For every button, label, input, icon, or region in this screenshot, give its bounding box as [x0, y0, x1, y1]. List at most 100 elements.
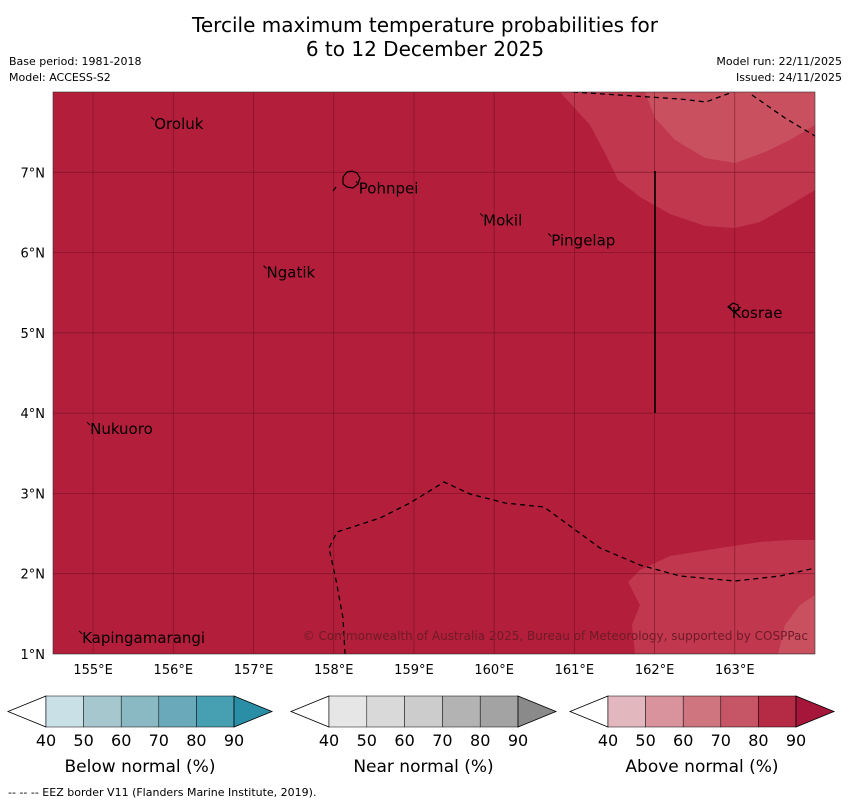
title-line-2: 6 to 12 December 2025: [305, 37, 545, 61]
colorbar-tick-label: 70: [711, 731, 731, 750]
place-label-mokil: Mokil: [483, 211, 522, 229]
x-tick-label: 159°E: [394, 663, 434, 678]
colorbar-tick-label: 80: [748, 731, 768, 750]
kosrae-island: [727, 302, 740, 312]
title-line-1: Tercile maximum temperature probabilitie…: [192, 13, 658, 37]
place-label-oroluk: Oroluk: [154, 115, 203, 133]
place-label-ngatik: Ngatik: [267, 264, 316, 282]
y-tick-label: 3°N: [21, 487, 46, 502]
pohnpei-islet: [332, 186, 337, 192]
y-tick-label: 4°N: [21, 407, 46, 422]
colorbar-tick-label: 50: [357, 731, 377, 750]
colorbar-tick-label: 60: [394, 731, 414, 750]
base-period: Base period: 1981-2018: [9, 55, 142, 68]
colorbar-title: Below normal (%): [65, 757, 216, 777]
colorbar-max-extension: [517, 695, 558, 728]
colorbar-segment: [442, 695, 481, 728]
copyright-text: © Commonwealth of Australia 2025, Bureau…: [303, 629, 808, 643]
colorbar-tick-label: 40: [319, 731, 339, 750]
region-above-80-south-east: [628, 540, 815, 654]
colorbar-tick-label: 60: [673, 731, 693, 750]
eez-borders: [328, 92, 815, 654]
place-marker: [263, 265, 267, 269]
colorbar-segment: [607, 695, 646, 728]
place-label-kosrae: Kosrae: [732, 304, 783, 322]
x-tick-label: 163°E: [715, 663, 755, 678]
eez-border-north-east: [751, 94, 815, 137]
place-label-nukuoro: Nukuoro: [90, 420, 153, 438]
place-marker: [86, 421, 91, 426]
place-marker: [78, 630, 83, 635]
eez-border-north: [572, 92, 735, 103]
eez-border-south: [328, 481, 815, 654]
region-above-70-south-east: [778, 595, 815, 654]
colorbar-tick-label: 50: [73, 731, 93, 750]
colorbar-segment: [45, 695, 84, 728]
meta-left: Base period: 1981-2018 Model: ACCESS-S2: [9, 54, 141, 86]
colorbar-tick-label: 90: [786, 731, 806, 750]
x-tick-label: 157°E: [234, 663, 274, 678]
colorbar-near: 40 50 60 70 80 90 Near normal (%): [289, 695, 558, 777]
pohnpei-island: [342, 170, 361, 189]
place-label-pohnpei: Pohnpei: [359, 179, 419, 197]
colorbar-tick-label: 80: [186, 731, 206, 750]
colorbar-segment: [328, 695, 368, 728]
y-tick-label: 7°N: [21, 166, 46, 181]
colorbar-title: Above normal (%): [625, 757, 778, 777]
colorbar-tick-label: 90: [224, 731, 244, 750]
place-marker: [150, 116, 155, 121]
x-tick-label: 160°E: [474, 663, 514, 678]
colorbar-segment: [720, 695, 759, 728]
colorbar-tick-label: 40: [36, 731, 56, 750]
x-tick-label: 161°E: [555, 663, 595, 678]
x-tick-label: 155°E: [73, 663, 113, 678]
place-labels: Oroluk Pohnpei Mokil Pingelap Ngatik Kosrae Nu…: [78, 115, 783, 647]
y-tick-label: 2°N: [21, 568, 46, 583]
map-frame: [52, 91, 816, 655]
colorbar-tick-label: 80: [470, 731, 490, 750]
y-tick-label: 5°N: [21, 327, 46, 342]
region-above-70-north-east: [645, 92, 815, 163]
footer-note: -- -- -- EEZ border V11 (Flanders Marine…: [8, 786, 317, 799]
place-marker: [728, 305, 733, 310]
colorbar-min-extension: [289, 695, 330, 728]
colorbar-segment: [682, 695, 722, 728]
colorbar-segment: [120, 695, 160, 728]
colorbar-below: 40 50 60 70 80 90 Below normal (%): [6, 695, 274, 777]
colorbar-min-extension: [568, 695, 609, 728]
colorbar-title: Near normal (%): [353, 757, 493, 777]
colorbar-segment: [645, 695, 684, 728]
x-tick-label: 162°E: [635, 663, 675, 678]
colorbar-tick-label: 40: [598, 731, 618, 750]
place-label-kapingamarangi: Kapingamarangi: [82, 629, 205, 647]
colorbar-tick-label: 70: [149, 731, 169, 750]
y-axis-ticks: 1°N 2°N 3°N 4°N 5°N 6°N 7°N: [21, 166, 46, 663]
colorbars: 40 50 60 70 80 90 Below normal (%) 40 50 60 70 80 90…: [6, 695, 836, 777]
place-label-pingelap: Pingelap: [551, 232, 615, 250]
colorbar-segment: [158, 695, 197, 728]
colorbar-above: 40 50 60 70 80 90 Above normal (%): [568, 695, 836, 777]
x-tick-label: 156°E: [154, 663, 194, 678]
colorbar-tick-label: 70: [432, 731, 452, 750]
colorbar-segment: [366, 695, 405, 728]
place-marker: [479, 213, 484, 217]
x-axis-ticks: 155°E 156°E 157°E 158°E 159°E 160°E 161°E 162°E…: [73, 663, 754, 678]
colorbar-min-extension: [6, 695, 47, 728]
chart-title: Tercile maximum temperature probabilitie…: [0, 13, 850, 61]
place-marker: [355, 180, 360, 185]
issued-date: Issued: 24/11/2025: [735, 71, 842, 84]
colorbar-segment: [83, 695, 122, 728]
colorbar-segment: [758, 695, 797, 728]
colorbar-max-extension: [795, 695, 836, 728]
y-tick-label: 6°N: [21, 247, 46, 262]
colorbar-segment: [196, 695, 235, 728]
model-name: Model: ACCESS-S2: [9, 71, 111, 84]
colorbar-segment: [479, 695, 519, 728]
colorbar-segment: [404, 695, 443, 728]
colorbar-tick-label: 50: [635, 731, 655, 750]
y-tick-label: 1°N: [21, 648, 46, 663]
colorbar-max-extension: [233, 695, 274, 728]
place-marker: [547, 233, 552, 237]
x-tick-label: 158°E: [314, 663, 354, 678]
